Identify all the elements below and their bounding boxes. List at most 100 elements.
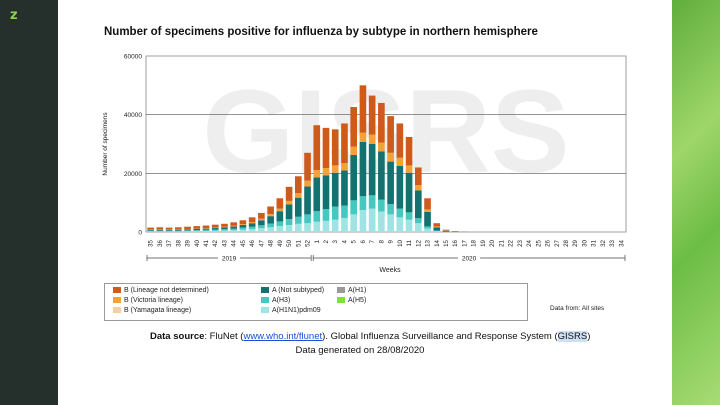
bar-segment [424, 228, 431, 232]
bar-segment [341, 123, 348, 164]
y-tick-label: 0 [138, 230, 142, 237]
legend-swatch [337, 297, 345, 304]
x-tick-label: 2 [323, 239, 330, 243]
x-tick-label: 34 [618, 239, 625, 246]
x-tick-label: 40 [194, 239, 201, 246]
bar-segment [442, 229, 450, 231]
bar-segment [221, 226, 228, 228]
bar-segment [304, 180, 311, 187]
x-tick-label: 41 [203, 239, 210, 246]
data-source-line: Data source: FluNet (www.who.int/flunet)… [150, 331, 590, 342]
legend-label: B (Yamagata lineage) [124, 307, 192, 314]
legend-label: A(H3) [272, 297, 291, 304]
x-tick-label: 30 [581, 239, 588, 246]
bar-segment [202, 230, 210, 232]
x-tick-label: 50 [286, 239, 293, 246]
gisrs-abbr: GISRS [557, 331, 588, 342]
source-text-1: : FluNet ( [204, 331, 244, 342]
bar-segment [387, 204, 394, 215]
bar-segment [368, 208, 376, 232]
bar-segment [341, 217, 348, 232]
bar-segment [239, 229, 247, 232]
bar-segment [221, 230, 228, 232]
bar-segment [258, 212, 265, 219]
bar-segment [304, 223, 311, 232]
bar-segment [230, 228, 238, 231]
bar-segment [341, 163, 348, 171]
bar-segment [313, 170, 321, 178]
x-tick-label: 25 [535, 239, 542, 246]
bar-segment [165, 227, 173, 230]
bar-segment [322, 127, 330, 169]
x-tick-label: 47 [258, 239, 265, 246]
bar-segment [424, 209, 431, 212]
bar-segment [285, 204, 293, 220]
bar-segment [285, 186, 293, 201]
bar-segment [285, 200, 293, 205]
flunet-link[interactable]: www.who.int/flunet [243, 331, 323, 342]
bar-segment [405, 165, 413, 173]
bar-segment [230, 230, 238, 232]
bar-segment [193, 230, 201, 232]
bar-segment [368, 144, 376, 196]
bar-segment [313, 221, 321, 232]
year-label: 2020 [462, 256, 477, 263]
bar-segment [359, 196, 367, 210]
bar-segment [387, 152, 394, 162]
bar-segment [359, 141, 367, 197]
bar-segment [239, 224, 247, 228]
logo-mark: z [10, 8, 18, 23]
x-tick-label: 10 [397, 239, 404, 246]
x-tick-label: 42 [212, 239, 219, 246]
bar-segment [211, 227, 219, 229]
watermark: GISRS [202, 66, 569, 198]
bar-segment [202, 225, 210, 229]
bar-segment [405, 219, 413, 232]
bar-segment [184, 226, 191, 230]
bar-segment [156, 229, 164, 231]
bar-segment [424, 198, 431, 210]
x-axis-label: Weeks [379, 267, 401, 274]
bar-segment [211, 230, 219, 232]
bar-segment [276, 198, 284, 209]
bar-segment [193, 228, 201, 231]
bar-segment [174, 231, 182, 232]
bar-segment [368, 195, 376, 209]
data-generated-note: Data generated on 28/08/2020 [295, 345, 425, 356]
bar-segment [211, 228, 219, 230]
bar-segment [267, 227, 274, 232]
x-tick-label: 4 [341, 239, 348, 243]
bar-segment [248, 222, 256, 224]
x-tick-label: 7 [369, 239, 376, 243]
x-tick-label: 38 [175, 239, 182, 246]
bar-segment [424, 211, 431, 227]
x-tick-label: 20 [489, 239, 496, 246]
bar-segment [276, 221, 284, 227]
bar-segment [156, 231, 164, 232]
bar-segment [405, 172, 413, 213]
data-from-note: Data from: All sites [550, 305, 605, 312]
bar-segment [414, 185, 422, 191]
bar-segment [258, 218, 265, 221]
bar-segment [313, 125, 321, 171]
bar-segment [331, 219, 339, 232]
legend-swatch [261, 307, 269, 314]
bar-segment [304, 186, 311, 215]
x-tick-label: 31 [591, 239, 598, 246]
y-tick-label: 60000 [124, 54, 142, 61]
bar-segment [248, 226, 256, 230]
bar-segment [248, 217, 256, 223]
bar-segment [350, 146, 358, 155]
bar-segment [267, 216, 274, 224]
bar-segment [396, 123, 404, 158]
legend-label: A(H1N1)pdm09 [272, 307, 321, 314]
x-tick-label: 37 [166, 239, 173, 246]
bar-segment [258, 220, 265, 226]
bar-segment [350, 200, 358, 215]
bar-segment [350, 107, 358, 147]
bar-segment [378, 102, 385, 143]
bar-segment [396, 217, 404, 232]
y-axis-label: Number of specimens [102, 112, 109, 176]
bar-segment [387, 116, 394, 153]
bar-segment [341, 170, 348, 206]
